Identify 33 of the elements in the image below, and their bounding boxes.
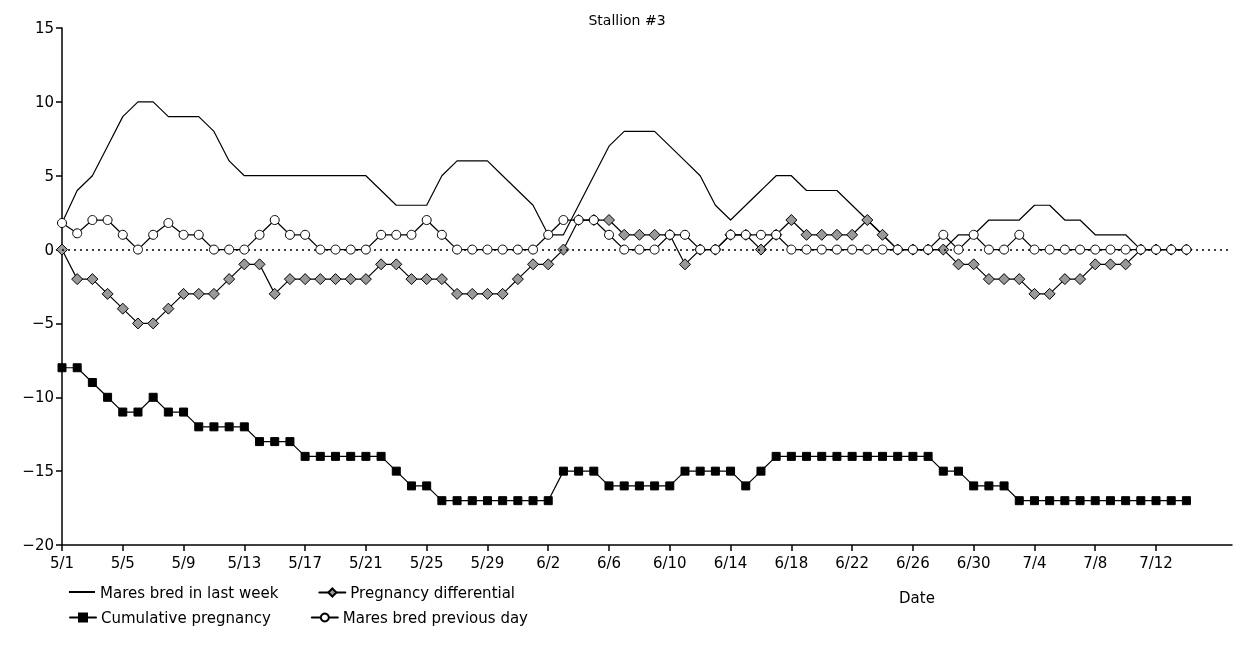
x-tick-label: 7/4 [1022, 553, 1047, 572]
x-tick-label: 5/17 [288, 553, 322, 572]
chart-title: Stallion #3 [588, 12, 666, 28]
y-tick-label: −5 [31, 314, 54, 333]
y-tick-label: −20 [22, 536, 54, 554]
x-axis-title: Date [899, 588, 935, 607]
y-tick-label: −15 [22, 462, 54, 481]
x-tick-label: 5/1 [49, 553, 75, 572]
x-tick-label: 5/25 [409, 553, 444, 572]
x-tick-label: 6/18 [774, 553, 809, 572]
legend-label: Mares bred previous day [342, 608, 529, 627]
x-tick-label: 6/22 [835, 553, 869, 572]
x-tick-label: 7/12 [1139, 553, 1173, 572]
y-tick-label: 15 [34, 19, 54, 37]
x-tick-label: 6/2 [536, 553, 561, 572]
legend-label: Mares bred in last week [100, 583, 279, 602]
y-tick-label: 10 [34, 92, 54, 111]
x-tick-label: 6/10 [652, 553, 687, 572]
x-tick-label: 5/29 [470, 553, 505, 572]
legend-label: Cumulative pregnancy [101, 608, 271, 627]
legend-label: Pregnancy differential [350, 583, 516, 602]
x-tick-label: 5/5 [110, 553, 135, 572]
x-tick-label: 5/13 [227, 553, 262, 572]
x-tick-label: 6/6 [596, 553, 622, 572]
y-tick-label: 0 [44, 240, 54, 259]
x-tick-label: 6/14 [713, 553, 748, 572]
x-tick-label: 6/26 [896, 553, 930, 572]
x-tick-label: 5/21 [349, 553, 383, 572]
x-tick-label: 6/30 [956, 553, 991, 572]
y-tick-label: −10 [22, 388, 54, 407]
x-tick-label: 7/8 [1083, 553, 1108, 572]
x-tick-label: 5/9 [171, 553, 196, 572]
y-tick-label: 5 [44, 166, 54, 185]
